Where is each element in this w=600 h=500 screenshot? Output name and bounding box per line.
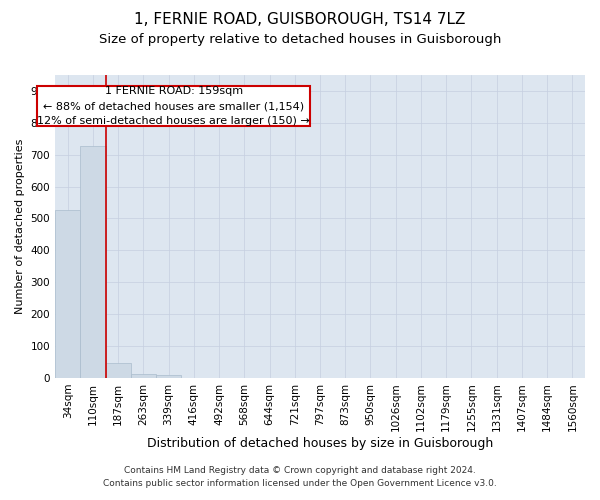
Text: 1 FERNIE ROAD: 159sqm
← 88% of detached houses are smaller (1,154)
12% of semi-d: 1 FERNIE ROAD: 159sqm ← 88% of detached …: [37, 86, 310, 126]
Y-axis label: Number of detached properties: Number of detached properties: [15, 138, 25, 314]
Text: Size of property relative to detached houses in Guisborough: Size of property relative to detached ho…: [99, 32, 501, 46]
Bar: [80, 146, 106, 378]
Bar: [131, 374, 156, 378]
X-axis label: Distribution of detached houses by size in Guisborough: Distribution of detached houses by size …: [147, 437, 493, 450]
Bar: [55, 210, 80, 378]
Text: 1, FERNIE ROAD, GUISBOROUGH, TS14 7LZ: 1, FERNIE ROAD, GUISBOROUGH, TS14 7LZ: [134, 12, 466, 28]
Bar: [106, 363, 131, 378]
Text: Contains HM Land Registry data © Crown copyright and database right 2024.
Contai: Contains HM Land Registry data © Crown c…: [103, 466, 497, 487]
Bar: [156, 376, 181, 378]
